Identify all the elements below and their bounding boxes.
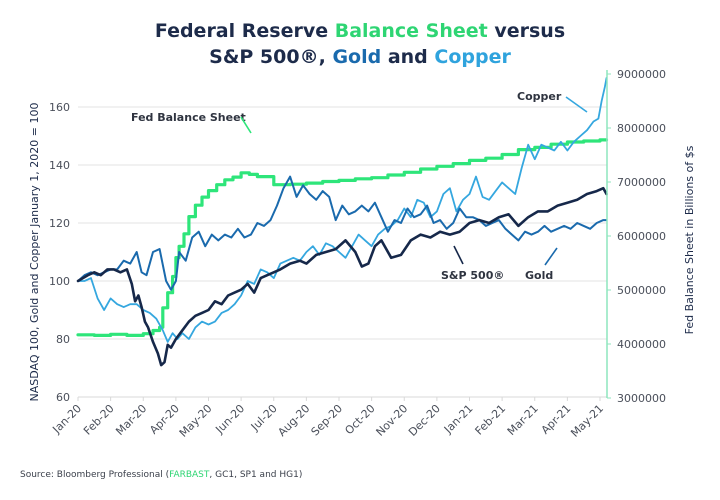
y2-axis-label: Fed Balance Sheet in Billions of $s — [683, 145, 696, 334]
x-tick-label: Jan-20 — [50, 402, 85, 437]
series-lines — [76, 77, 609, 367]
annotation-copper-label: Copper — [517, 90, 562, 103]
annotation-gold-arrow — [544, 247, 558, 266]
y2-tick-label: 7000000 — [617, 176, 666, 189]
y2-tick-label: 6000000 — [617, 230, 666, 243]
x-tick-label: May-21 — [568, 402, 606, 440]
title-text-sp500: S&P 500®, — [209, 46, 333, 68]
x-tick-label: Feb-20 — [81, 402, 117, 438]
title-highlight-gold: Gold — [332, 46, 382, 68]
y-axis-label: NASDAQ 100, Gold and Copper January 1, 2… — [28, 102, 41, 401]
y-tick-label: 120 — [49, 217, 70, 230]
x-tick-label: Jan-21 — [441, 402, 476, 437]
source-text: , GC1, SP1 and HG1) — [209, 470, 303, 480]
title-line-1: Federal Reserve Balance Sheet versus — [0, 18, 720, 44]
x-tick-label: Oct-20 — [342, 402, 377, 437]
y-tick-label: 80 — [56, 333, 70, 346]
source-note: Source: Bloomberg Professional (FARBAST,… — [20, 470, 302, 480]
annotation-gold-label: Gold — [525, 269, 553, 282]
title-highlight-balance-sheet: Balance Sheet — [334, 20, 488, 42]
title-text: versus — [487, 20, 566, 42]
y2-tick-label: 4000000 — [617, 338, 666, 351]
x-tick-label: Mar-20 — [113, 402, 149, 438]
y-tick-label: 160 — [49, 101, 70, 114]
title-highlight-copper: Copper — [434, 46, 511, 68]
title-text: and — [381, 46, 435, 68]
y2-tick-label: 8000000 — [617, 122, 666, 135]
annotation-fed-arrow — [240, 116, 252, 134]
source-highlight: FARBAST — [169, 470, 210, 480]
x-tick-label: Feb-21 — [473, 402, 509, 438]
annotation-fed-label: Fed Balance Sheet — [131, 111, 246, 124]
title-line-2: S&P 500®, Gold and Copper — [0, 44, 720, 70]
series-gold — [77, 175, 608, 291]
series-fed-balance-sheet — [76, 138, 609, 337]
y-tick-label: 100 — [49, 275, 70, 288]
x-tick-label: Aug-20 — [275, 402, 312, 439]
title-text: Federal Reserve — [154, 20, 335, 42]
x-tick-label: May-20 — [177, 402, 215, 440]
y2-tick-label: 9000000 — [617, 68, 666, 81]
series-sp500 — [76, 186, 608, 367]
y-tick-label: 140 — [49, 159, 70, 172]
y2-tick-label: 5000000 — [617, 284, 666, 297]
x-tick-label: Dec-20 — [406, 402, 443, 439]
annotations: Fed Balance Sheet Copper S&P 500® Gold — [131, 90, 588, 282]
y-tick-label: 60 — [56, 391, 70, 404]
chart-title: Federal Reserve Balance Sheet versus S&P… — [0, 18, 720, 70]
annotation-sp500-arrow — [453, 245, 464, 265]
x-tick-label: Mar-21 — [505, 402, 541, 438]
x-tick-label: Sep-20 — [309, 402, 346, 439]
x-tick-label: Jun-20 — [212, 402, 247, 437]
source-text: Source: Bloomberg Professional ( — [20, 470, 170, 480]
annotation-copper-arrow — [565, 96, 588, 113]
annotation-sp500-label: S&P 500® — [441, 269, 504, 282]
y2-tick-label: 3000000 — [617, 392, 666, 405]
series-copper — [77, 77, 608, 343]
x-tick-label: Nov-20 — [374, 402, 411, 439]
